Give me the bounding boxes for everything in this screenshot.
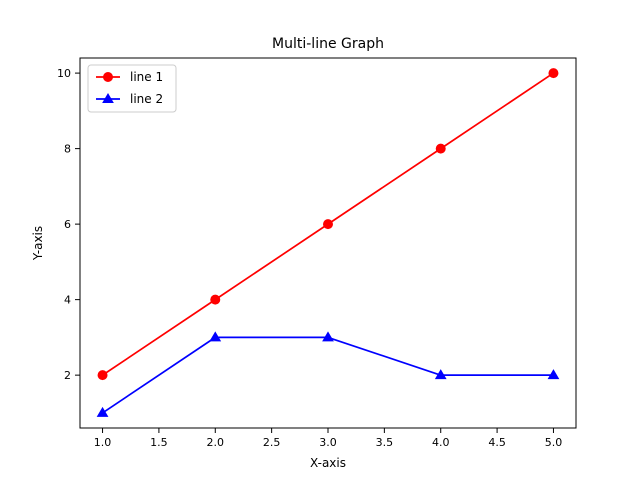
series-2-point-3 (322, 331, 334, 342)
x-axis-label: X-axis (310, 456, 346, 470)
legend-label-1: line 1 (130, 70, 163, 84)
legend-marker-2 (102, 93, 114, 103)
x-tick-label-5: 3.0 (319, 436, 337, 449)
series-1-point-1 (97, 370, 108, 381)
series-1-point-5 (548, 68, 559, 79)
series-1-point-4 (435, 143, 446, 154)
y-tick-label-5: 10 (57, 67, 71, 80)
y-axis-label: Y-axis (31, 226, 45, 261)
series-2-point-2 (209, 331, 222, 342)
y-axis-ticks: 2 4 6 8 10 (57, 67, 80, 382)
x-axis-ticks: 1.0 1.5 2.0 2.5 3.0 3.5 4.0 4.5 5.0 (94, 428, 562, 449)
series-2-line (101, 336, 555, 414)
x-tick-label-4: 2.5 (263, 436, 281, 449)
x-tick-label-7: 4.0 (432, 436, 450, 449)
y-tick-label-4: 8 (64, 143, 71, 156)
series-1-point-3 (323, 219, 333, 230)
y-tick-label-1: 2 (64, 369, 71, 382)
y-tick-label-3: 6 (64, 218, 71, 231)
x-tick-label-6: 3.5 (376, 436, 394, 449)
plot-series-layer (96, 68, 560, 417)
legend: line 1 line 2 (87, 64, 177, 113)
chart-title: Multi-line Graph (272, 36, 384, 52)
series-1-point-2 (210, 294, 221, 305)
series-1-group (97, 68, 559, 381)
legend-marker-1 (103, 72, 113, 82)
plot-frame (79, 57, 577, 429)
series-2-group (96, 331, 560, 417)
series-2-point-5 (547, 369, 560, 380)
series-2-point-1 (96, 406, 109, 417)
series-2-point-4 (434, 369, 447, 380)
x-tick-label-2: 1.5 (150, 436, 168, 449)
x-tick-label-8: 4.5 (488, 436, 506, 449)
x-tick-label-9: 5.0 (545, 436, 563, 449)
x-tick-label-1: 1.0 (94, 436, 112, 449)
legend-label-2: line 2 (130, 92, 163, 106)
x-tick-label-3: 2.0 (207, 436, 225, 449)
y-tick-label-2: 4 (64, 294, 71, 307)
